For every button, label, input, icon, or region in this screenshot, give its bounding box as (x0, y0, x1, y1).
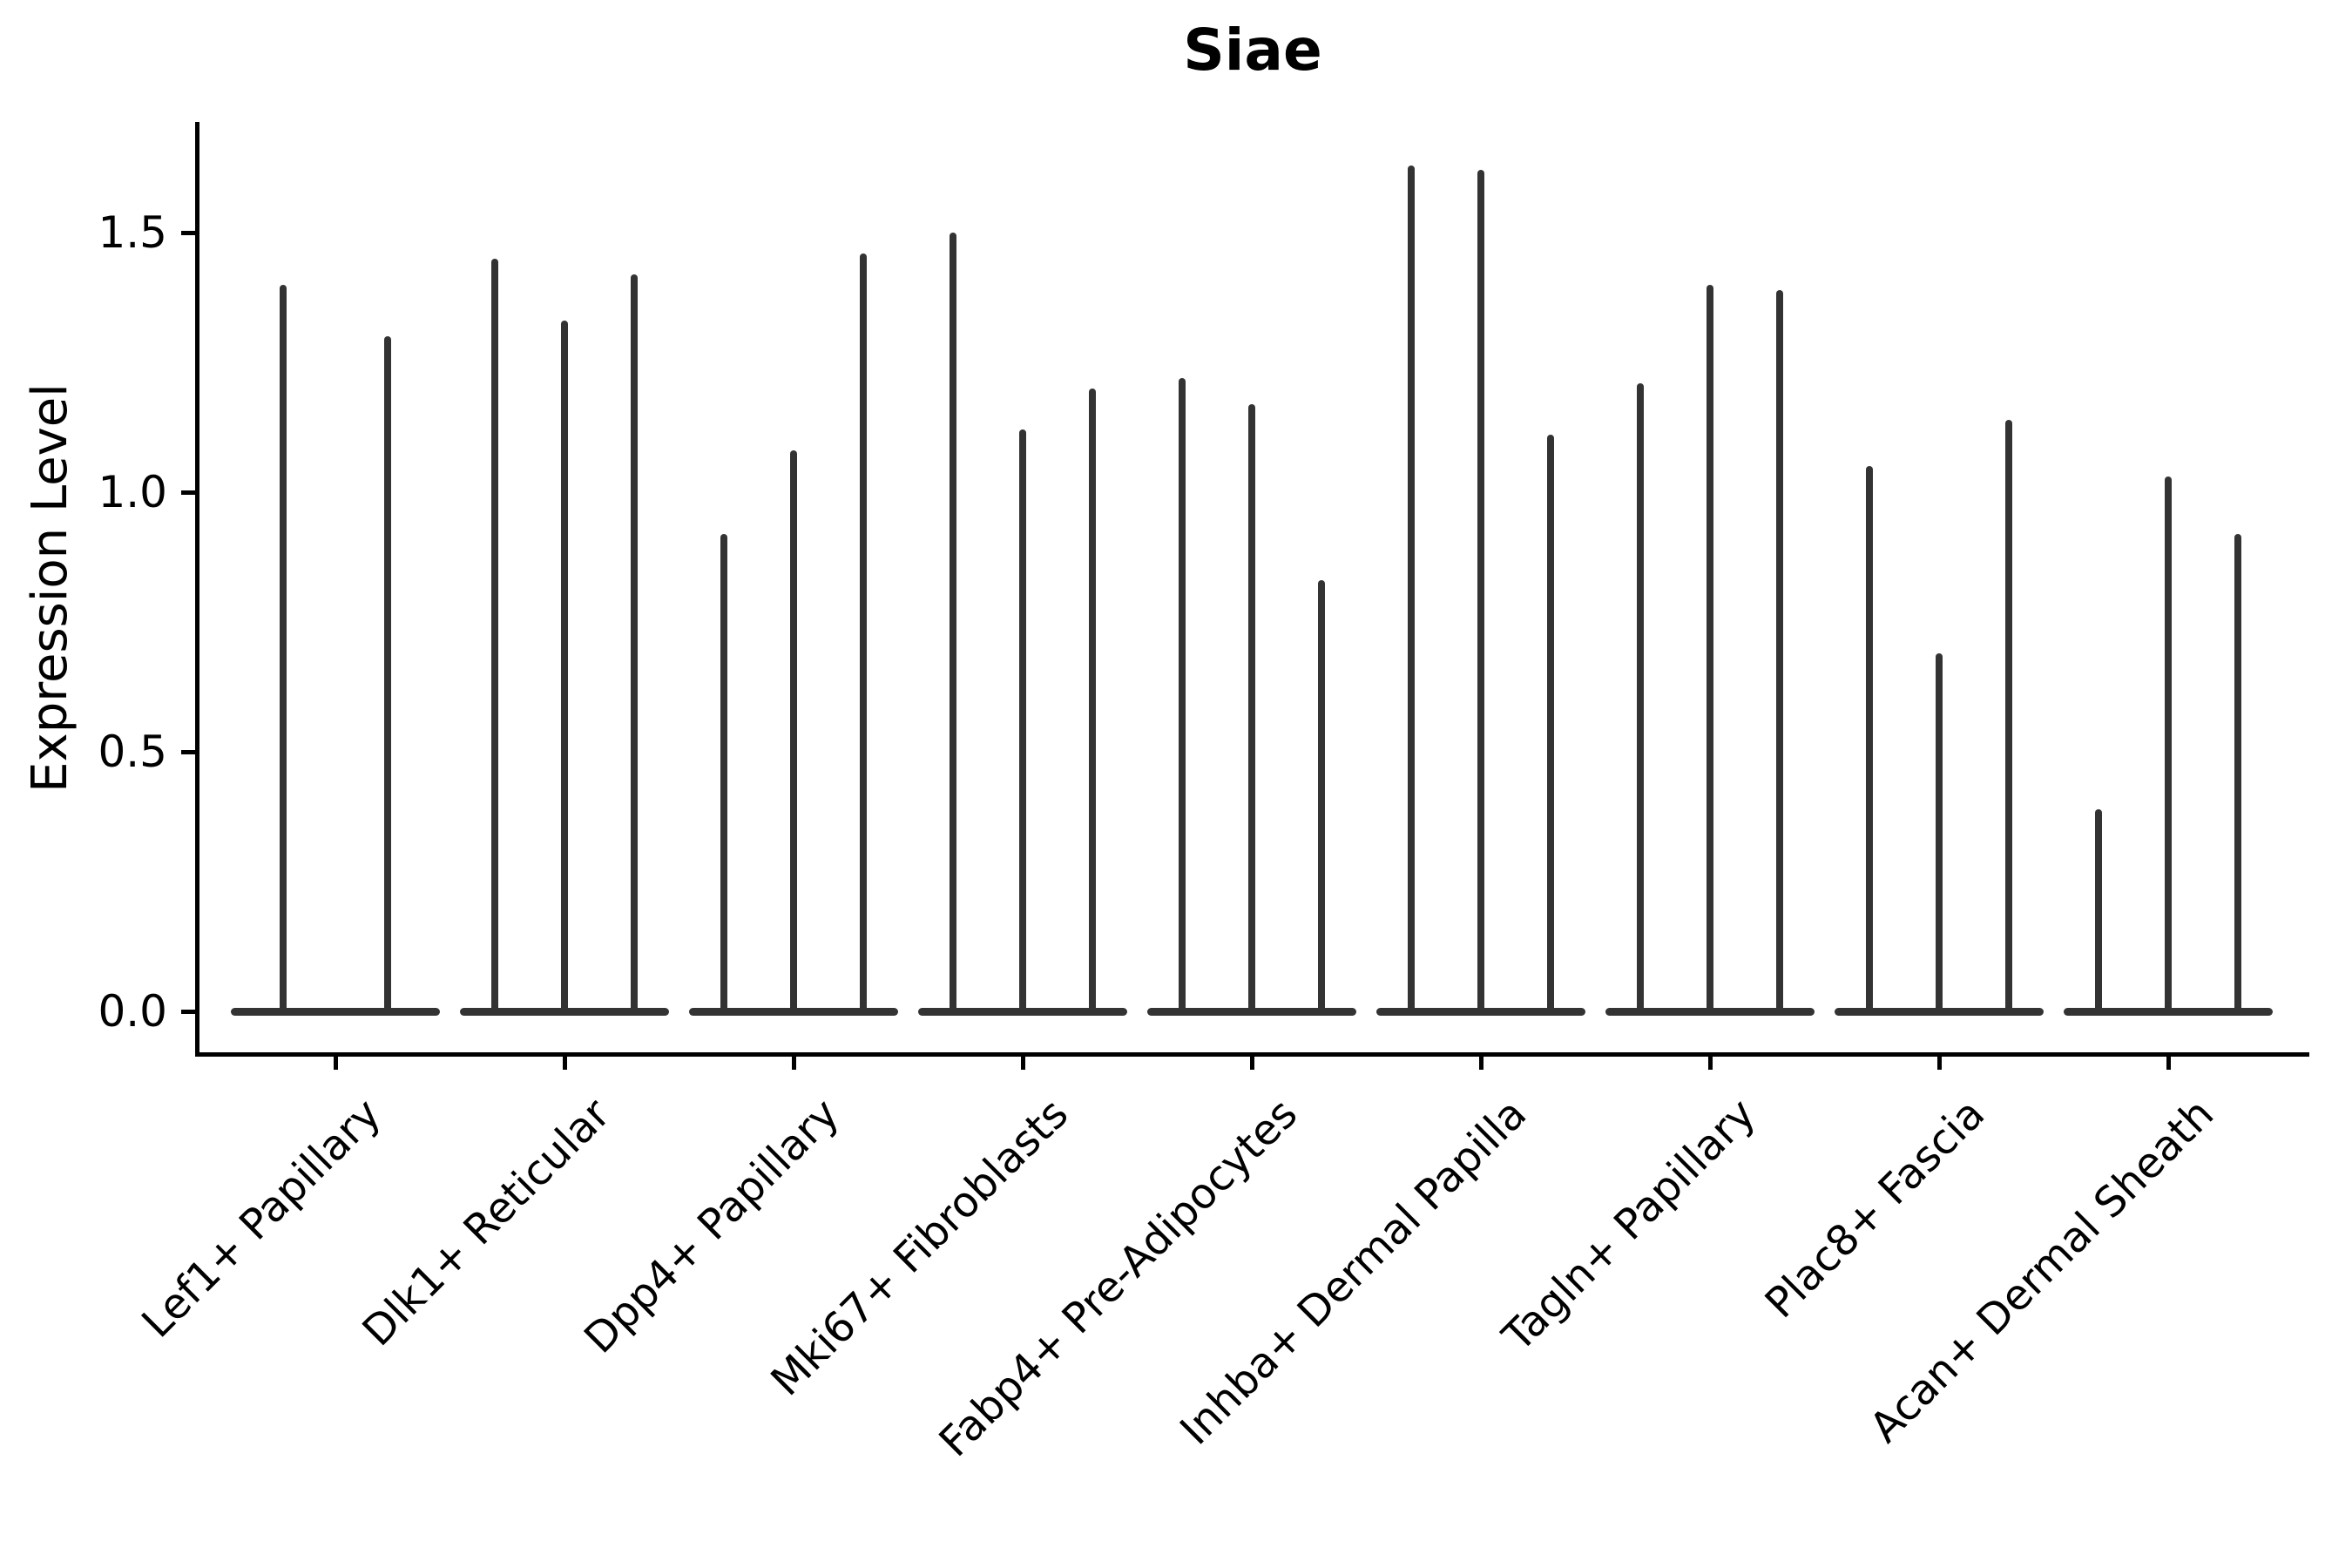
x-axis-tick (792, 1055, 796, 1070)
x-axis-tick (1708, 1055, 1713, 1070)
violin-spike (1547, 435, 1554, 1013)
violin-spike (1089, 388, 1096, 1013)
x-axis-tick (1250, 1055, 1254, 1070)
y-axis-tick (181, 490, 197, 495)
x-axis-tick (563, 1055, 567, 1070)
x-axis-tick (1021, 1055, 1025, 1070)
violin-spike (860, 253, 867, 1013)
violin-spike (1866, 466, 1873, 1013)
violin-spike (280, 284, 287, 1013)
violin-spike (2165, 476, 2172, 1013)
violin-spike (2095, 808, 2102, 1013)
violin-spike (1408, 165, 1415, 1013)
violin-spike (1318, 580, 1325, 1013)
violin-spike (790, 450, 797, 1013)
violin-spike (1637, 382, 1644, 1013)
x-axis-tick (1479, 1055, 1484, 1070)
violin-spike (1019, 429, 1026, 1013)
violin-spike (561, 321, 568, 1013)
violin-spike (1477, 170, 1484, 1013)
x-axis-tick (334, 1055, 338, 1070)
y-tick-label: 0.0 (98, 986, 167, 1037)
violin-spike (1248, 403, 1255, 1013)
y-tick-label: 1.5 (98, 207, 167, 258)
x-axis-spine (195, 1052, 2309, 1057)
violin-spike (1936, 652, 1943, 1013)
violin-spike (2234, 533, 2241, 1013)
violin-spike (720, 533, 727, 1013)
y-axis-spine (195, 122, 199, 1057)
violin-spike (1179, 377, 1186, 1013)
violin-spike (2005, 419, 2012, 1013)
y-axis-tick (181, 750, 197, 754)
violin-spike (384, 336, 391, 1013)
y-tick-label: 1.0 (98, 467, 167, 517)
violin-spike (491, 258, 498, 1013)
chart-title: Siae (1183, 17, 1322, 84)
violin-spike (950, 233, 956, 1013)
violin-spike (1776, 289, 1783, 1013)
y-axis-tick (181, 1010, 197, 1014)
x-axis-tick (2166, 1055, 2171, 1070)
violin-spike (631, 274, 638, 1013)
y-axis-tick (181, 231, 197, 235)
violin-baseline (231, 1008, 440, 1016)
y-tick-label: 0.5 (98, 727, 167, 777)
x-axis-tick (1937, 1055, 1942, 1070)
violin-spike (1707, 284, 1713, 1013)
